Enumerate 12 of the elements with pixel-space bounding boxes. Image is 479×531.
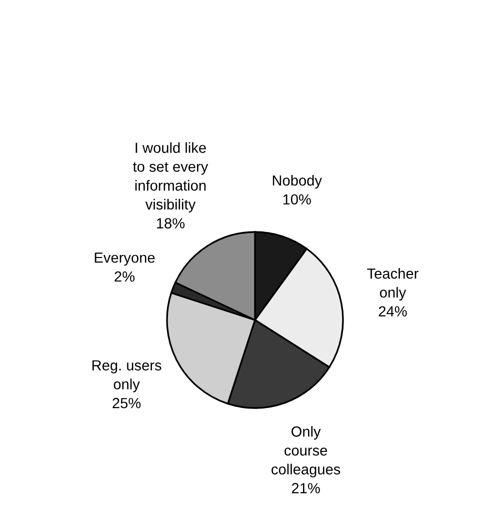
slice-label: I would like to set every information visibility xyxy=(133,142,208,212)
slice-label: Reg. users only xyxy=(92,360,162,392)
data-label: 21% xyxy=(292,483,320,494)
data-label: 10% xyxy=(283,194,311,205)
slice-label: Everyone xyxy=(94,252,155,266)
slice-label: Nobody xyxy=(272,174,322,189)
data-label: 24% xyxy=(378,306,407,316)
data-label: 18% xyxy=(156,218,185,228)
data-label: 25% xyxy=(112,398,141,408)
slice-label: Only course colleagues xyxy=(272,426,340,478)
slice-label: Teacher only xyxy=(367,268,418,301)
data-label: 2% xyxy=(114,271,135,282)
